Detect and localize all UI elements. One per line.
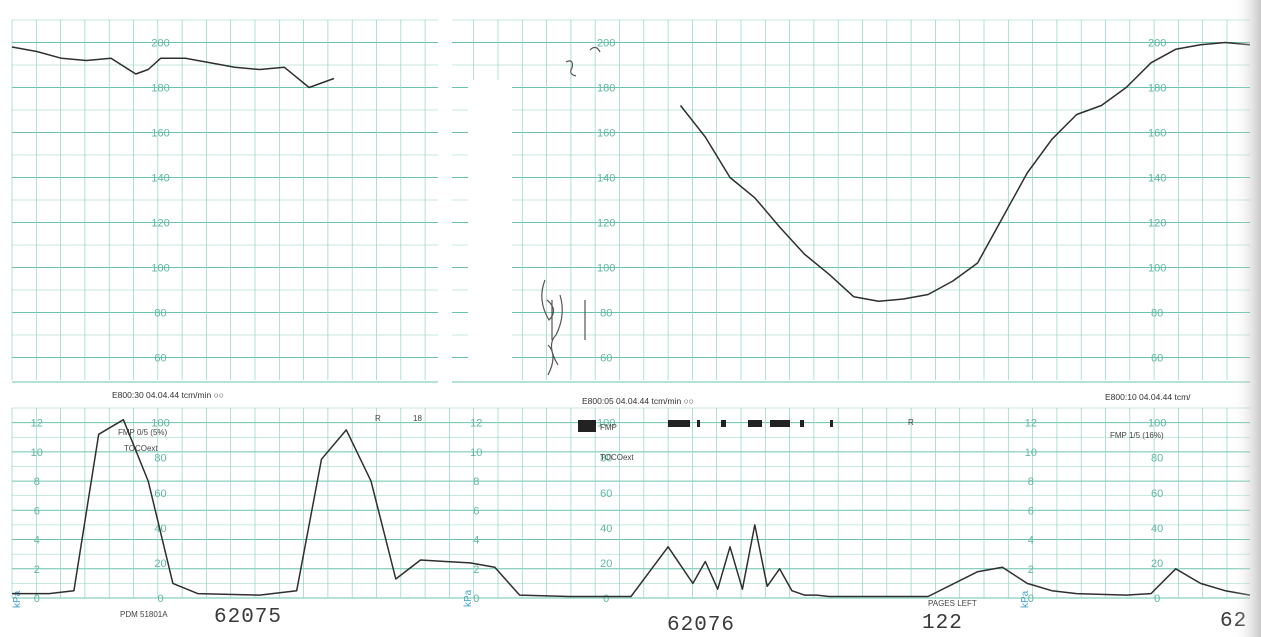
fhr-trace — [11, 41, 1251, 303]
handwritten-signature — [541, 46, 601, 376]
legend-fmp-1: FMP 0/5 (5%) — [118, 428, 168, 437]
toco-kpa-tick-label: 8 — [1028, 476, 1034, 488]
fhr-tick-label: 140 — [1148, 173, 1166, 185]
pages-left-label: PAGES LEFT — [928, 599, 977, 608]
page-gap — [438, 15, 452, 395]
kpa-unit-2: kPa — [463, 589, 474, 607]
legend-toco-2: TOCOext — [600, 453, 634, 462]
fhr-tick-label: 160 — [151, 128, 169, 140]
toco-pct-tick-label: 40 — [1151, 523, 1163, 535]
toco-pct-tick-label: 40 — [600, 523, 612, 535]
fhr-grid — [11, 19, 1250, 383]
legend-fmp-2: FMP — [600, 423, 617, 432]
fhr-tick-label: 80 — [1151, 308, 1163, 320]
toco-kpa-tick-label: 0 — [34, 593, 40, 605]
fhr-tick-label: 100 — [1148, 263, 1166, 275]
pages-left-count: 122 — [922, 612, 963, 635]
toco-pct-tick-label: 0 — [157, 593, 163, 605]
toco-pct-tick-label: 20 — [1151, 558, 1163, 570]
toco-kpa-tick-label: 12 — [31, 418, 43, 430]
toco-kpa-tick-label: 10 — [31, 447, 43, 459]
fhr-tick-label: 180 — [1148, 83, 1166, 95]
toco-kpa-tick-label: 12 — [1025, 418, 1037, 430]
toco-kpa-tick-label: 10 — [1025, 447, 1037, 459]
fhr-tick-label: 80 — [154, 308, 166, 320]
toco-kpa-tick-label: 4 — [34, 535, 40, 547]
page-number-2: 62076 — [667, 614, 735, 637]
toco-kpa-tick-label: 0 — [473, 593, 479, 605]
toco-pct-tick-label: 80 — [600, 453, 612, 465]
kpa-unit-1: kPa — [12, 590, 23, 608]
toco-kpa-tick-label: 2 — [473, 564, 479, 576]
toco-pct-tick-label: 100 — [597, 418, 615, 430]
fhr-tick-label: 160 — [597, 128, 615, 140]
page-edge-shadow — [1232, 0, 1261, 637]
fhr-tick-label: 140 — [597, 173, 615, 185]
fhr-tick-label: 200 — [151, 38, 169, 50]
header-middle: E800:05 04.04.44 tcm/min ○○ — [582, 396, 694, 406]
toco-kpa-tick-label: 4 — [1028, 535, 1034, 547]
toco-pct-tick-label: 60 — [1151, 488, 1163, 500]
tick-labels: 2001801601401201008060200180160140120100… — [31, 38, 1167, 606]
fhr-tick-label: 60 — [1151, 353, 1163, 365]
fhr-tick-label: 160 — [1148, 128, 1166, 140]
fhr-tick-label: 100 — [597, 263, 615, 275]
marker-r-1: R — [375, 414, 381, 423]
toco-pct-tick-label: 0 — [603, 593, 609, 605]
toco-pct-tick-label: 80 — [154, 453, 166, 465]
toco-pct-tick-label: 80 — [1151, 453, 1163, 465]
toco-kpa-tick-label: 6 — [473, 505, 479, 517]
toco-pct-tick-label: 100 — [151, 418, 169, 430]
fhr-tick-label: 140 — [151, 173, 169, 185]
toco-kpa-tick-label: 10 — [470, 447, 482, 459]
toco-kpa-tick-label: 6 — [34, 505, 40, 517]
fhr-tick-label: 180 — [597, 83, 615, 95]
fhr-tick-label: 120 — [1148, 218, 1166, 230]
toco-kpa-tick-label: 8 — [34, 476, 40, 488]
toco-kpa-tick-label: 4 — [473, 535, 479, 547]
toco-pct-tick-label: 40 — [154, 523, 166, 535]
marker-18: 18 — [413, 414, 422, 423]
header-left: E800:30 04.04.44 tcm/min ○○ — [112, 390, 224, 400]
toco-pct-tick-label: 60 — [154, 488, 166, 500]
fhr-tick-label: 60 — [154, 353, 166, 365]
toco-kpa-tick-label: 2 — [34, 564, 40, 576]
fhr-tick-label: 200 — [597, 38, 615, 50]
toco-trace — [12, 418, 1251, 598]
legend-toco-1: TOCOext — [124, 444, 158, 453]
fhr-tick-label: 180 — [151, 83, 169, 95]
traces — [11, 41, 1251, 598]
header-right: E800:10 04.04.44 tcm/ — [1105, 392, 1191, 402]
page-number-1: 62075 — [214, 606, 282, 629]
toco-kpa-tick-label: 2 — [1028, 564, 1034, 576]
kpa-unit-3: kPa — [1020, 590, 1031, 608]
toco-grid — [11, 407, 1250, 599]
fhr-tick-label: 80 — [600, 308, 612, 320]
toco-kpa-tick-label: 12 — [470, 418, 482, 430]
fhr-tick-label: 120 — [597, 218, 615, 230]
toco-kpa-tick-label: 6 — [1028, 505, 1034, 517]
fhr-tick-label: 60 — [600, 353, 612, 365]
fhr-tick-label: 120 — [151, 218, 169, 230]
toco-pct-tick-label: 0 — [1154, 593, 1160, 605]
footer-small-label: PDM 51801A — [120, 610, 168, 619]
toco-pct-tick-label: 20 — [600, 558, 612, 570]
toco-pct-tick-label: 100 — [1148, 418, 1166, 430]
torn-band — [468, 80, 512, 380]
toco-pct-tick-label: 60 — [600, 488, 612, 500]
legend-fmp-3: FMP 1/5 (16%) — [1110, 431, 1164, 440]
marker-r-2: R — [908, 418, 914, 427]
event-marker-bars — [578, 420, 833, 432]
toco-pct-tick-label: 20 — [154, 558, 166, 570]
fhr-tick-label: 200 — [1148, 38, 1166, 50]
toco-kpa-tick-label: 0 — [1028, 593, 1034, 605]
toco-kpa-tick-label: 8 — [473, 476, 479, 488]
fhr-tick-label: 100 — [151, 263, 169, 275]
